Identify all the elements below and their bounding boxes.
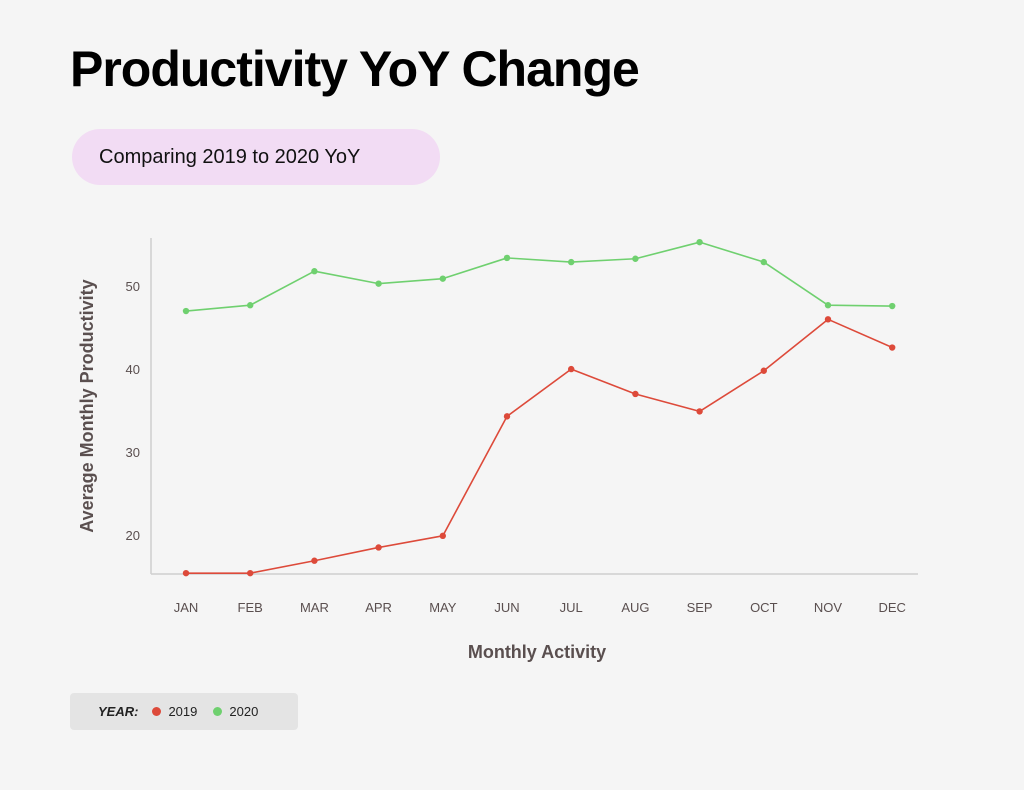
y-axis-title: Average Monthly Productivity	[77, 279, 97, 532]
point-2020-jul	[568, 258, 575, 266]
x-tick-label-dec: DEC	[878, 600, 905, 615]
x-tick-label-aug: AUG	[621, 600, 649, 615]
point-2020-sep	[696, 238, 703, 246]
point-2020-oct	[760, 258, 767, 266]
point-2020-feb	[247, 302, 254, 309]
chart-axes: 20 30 40 50 JAN FEB MAR APR MAY JUN JUL AUG SEP OCT NO…	[77, 238, 918, 662]
point-2020-jan	[182, 307, 190, 315]
point-2019-mar	[311, 557, 318, 564]
point-2020-mar	[311, 268, 318, 275]
x-tick-label-sep: SEP	[687, 600, 713, 615]
x-tick-label-jul: JUL	[560, 600, 583, 615]
point-2019-aug	[632, 390, 639, 398]
point-2020-aug	[632, 255, 639, 262]
subtitle-text: Comparing 2019 to 2020 YoY	[99, 145, 361, 168]
point-2019-apr	[375, 544, 382, 551]
subtitle-pill: Comparing 2019 to 2020 YoY	[72, 129, 440, 185]
point-2019-sep	[696, 408, 703, 415]
series-line-2020	[185, 241, 893, 312]
legend-text-2020: 2020	[229, 704, 259, 719]
legend: YEAR: 2019 2020	[70, 693, 298, 730]
legend-item-2019: 2019	[152, 704, 197, 719]
point-2020-nov	[824, 302, 832, 309]
x-tick-label-may: MAY	[429, 600, 457, 615]
y-tick-label-30: 30	[126, 445, 140, 460]
point-2019-feb	[247, 569, 254, 577]
y-tick-label-50: 50	[126, 279, 140, 294]
chart-series	[182, 238, 896, 577]
legend-dot-2020	[213, 707, 223, 716]
y-tick-label-40: 40	[126, 362, 140, 377]
x-axis-title: Monthly Activity	[468, 642, 606, 662]
legend-label: YEAR:	[98, 704, 139, 719]
point-2019-dec	[889, 344, 896, 351]
x-tick-label-mar: MAR	[300, 600, 329, 615]
legend-item-2020: 2020	[213, 704, 258, 719]
point-2020-apr	[375, 280, 382, 287]
x-tick-label-nov: NOV	[814, 600, 843, 615]
point-2019-oct	[760, 367, 767, 374]
legend-text-2019: 2019	[168, 704, 198, 719]
y-tick-label-20: 20	[126, 528, 140, 543]
point-2019-may	[439, 532, 446, 540]
point-2020-may	[439, 275, 446, 282]
point-2020-dec	[889, 302, 896, 310]
x-tick-label-feb: FEB	[238, 600, 263, 615]
series-line-2019	[186, 318, 893, 574]
point-2019-jan	[182, 569, 190, 577]
line-chart: 20 30 40 50 JAN FEB MAR APR MAY JUN JUL AUG SEP OCT NO…	[77, 238, 918, 662]
point-2019-jul	[568, 365, 575, 373]
point-2020-jun	[503, 254, 511, 262]
x-tick-label-oct: OCT	[750, 600, 778, 615]
x-tick-label-apr: APR	[365, 600, 392, 615]
point-2019-nov	[824, 316, 832, 323]
legend-dot-2019	[152, 707, 162, 716]
page-title: Productivity YoY Change	[70, 41, 640, 97]
x-tick-label-jun: JUN	[494, 600, 519, 615]
x-tick-label-jan: JAN	[174, 600, 199, 615]
point-2019-jun	[503, 413, 511, 420]
